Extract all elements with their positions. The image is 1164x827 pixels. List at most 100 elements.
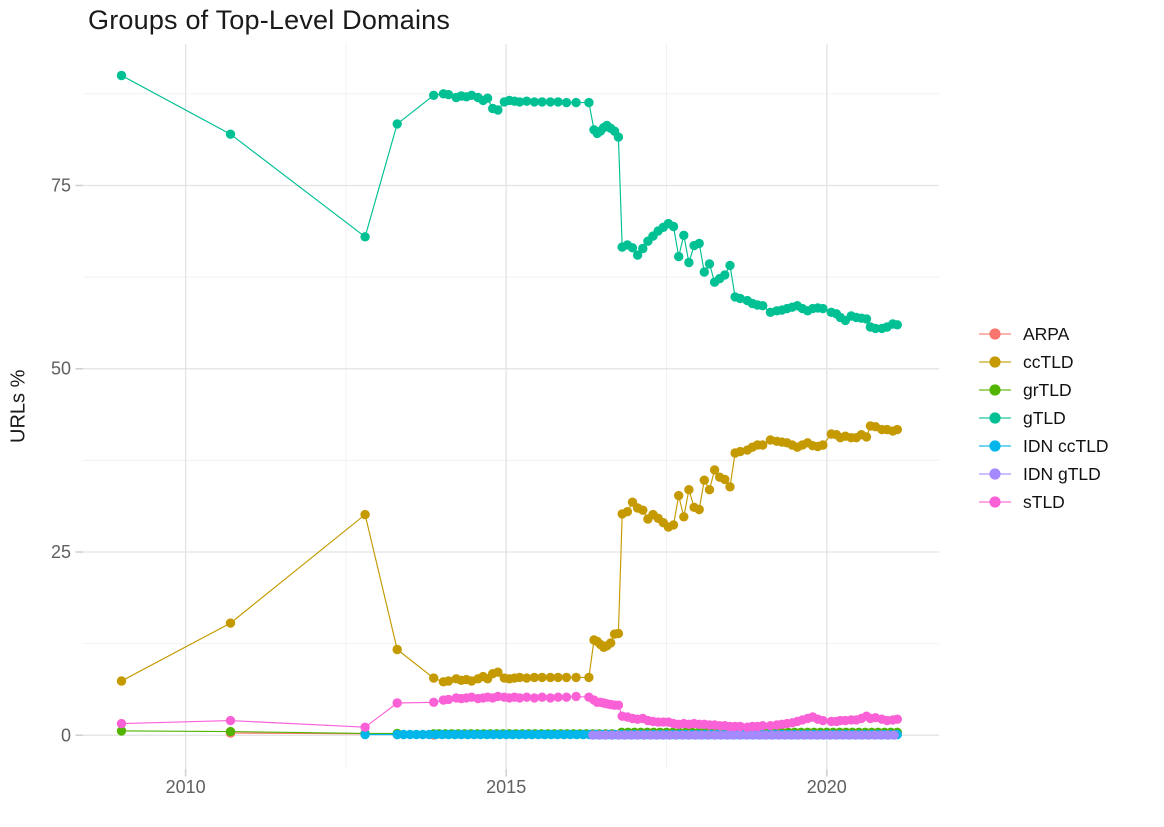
data-point [674, 490, 684, 501]
data-point [584, 672, 594, 683]
data-point [392, 644, 402, 655]
data-point [818, 715, 828, 726]
data-point [443, 694, 454, 705]
data-point [735, 446, 745, 457]
series-gTLD [116, 70, 902, 334]
data-point [116, 676, 127, 686]
data-point [443, 89, 454, 100]
data-point [571, 97, 581, 108]
data-point [225, 618, 236, 628]
data-point [571, 691, 581, 702]
data-point [475, 729, 486, 740]
major-gridlines [83, 44, 939, 769]
data-point [537, 672, 547, 683]
data-point [758, 721, 768, 731]
data-point [627, 243, 638, 253]
legend-key-icon [979, 440, 1011, 452]
legend: ARPA ccTLD grTLD gTLD IDN ccTLD IDN gTLD sTLD [978, 320, 1109, 516]
data-point [527, 729, 537, 740]
data-point [699, 267, 709, 277]
axes: 2010 2015 2020 0 25 50 75 [51, 175, 847, 797]
data-point [424, 729, 434, 740]
data-point [725, 260, 735, 271]
data-point [613, 132, 624, 142]
data-point [679, 230, 689, 240]
data-point [889, 730, 899, 740]
legend-label: sTLD [1023, 491, 1065, 512]
data-point [758, 301, 768, 311]
data-point [116, 718, 127, 729]
chart-title: Groups of Top-Level Domains [88, 5, 451, 35]
data-point [561, 692, 572, 702]
data-point [429, 697, 439, 707]
data-point [360, 722, 370, 732]
legend-item-IDN-gTLD: IDN gTLD [978, 460, 1109, 488]
data-point [632, 250, 643, 260]
data-point [360, 729, 370, 740]
legend-key-icon [979, 468, 1011, 480]
data-point [545, 97, 556, 107]
data-point [668, 221, 679, 232]
data-point [537, 692, 547, 702]
data-point [225, 715, 236, 726]
data-point [892, 714, 902, 724]
data-point [892, 320, 902, 330]
data-point [116, 70, 127, 81]
series-IDN-gTLD [588, 730, 899, 740]
x-tick-label: 2010 [166, 777, 206, 797]
data-point [684, 485, 694, 495]
data-point [725, 482, 735, 492]
data-point [443, 676, 454, 686]
legend-label: ARPA [1023, 323, 1070, 344]
data-point [668, 520, 679, 530]
data-point [522, 96, 532, 106]
legend-item-sTLD: sTLD [978, 488, 1109, 516]
series-ccTLD [116, 421, 902, 687]
data-point [116, 726, 127, 736]
data-point [606, 638, 616, 648]
x-tick-label: 2015 [486, 777, 526, 797]
data-point [529, 672, 540, 683]
legend-label: IDN ccTLD [1023, 435, 1109, 456]
data-point [545, 693, 556, 703]
series-sTLD [116, 691, 902, 732]
data-point [225, 726, 236, 737]
data-point [553, 97, 563, 107]
data-point [545, 672, 556, 683]
legend-item-IDN-ccTLD: IDN ccTLD [978, 432, 1109, 460]
data-point [429, 90, 439, 101]
data-point [699, 475, 709, 485]
data-point [529, 693, 540, 703]
data-point [584, 97, 594, 108]
data-point [818, 303, 828, 314]
legend-key-icon [979, 328, 1011, 340]
data-point [704, 259, 715, 269]
data-point [515, 693, 525, 703]
legend-label: grTLD [1023, 379, 1072, 400]
legend-label: gTLD [1023, 407, 1066, 428]
legend-item-ARPA: ARPA [978, 320, 1109, 348]
y-tick-label: 75 [51, 175, 71, 195]
data-point [429, 673, 439, 683]
series-line [121, 74, 898, 329]
data-point [613, 628, 624, 639]
x-tick-label: 2020 [807, 777, 847, 797]
data-point [571, 672, 581, 683]
data-point [892, 424, 902, 435]
data-point [704, 485, 715, 495]
data-point [720, 270, 730, 280]
data-point [561, 672, 572, 683]
data-point [735, 293, 745, 304]
data-point [720, 474, 730, 485]
data-point [529, 97, 540, 107]
data-point [674, 251, 684, 262]
data-point [553, 692, 563, 702]
data-point [694, 238, 704, 249]
data-point [522, 692, 532, 702]
data-point [522, 673, 532, 683]
data-point [613, 700, 624, 710]
legend-key-icon [979, 496, 1011, 508]
data-point [735, 721, 745, 732]
